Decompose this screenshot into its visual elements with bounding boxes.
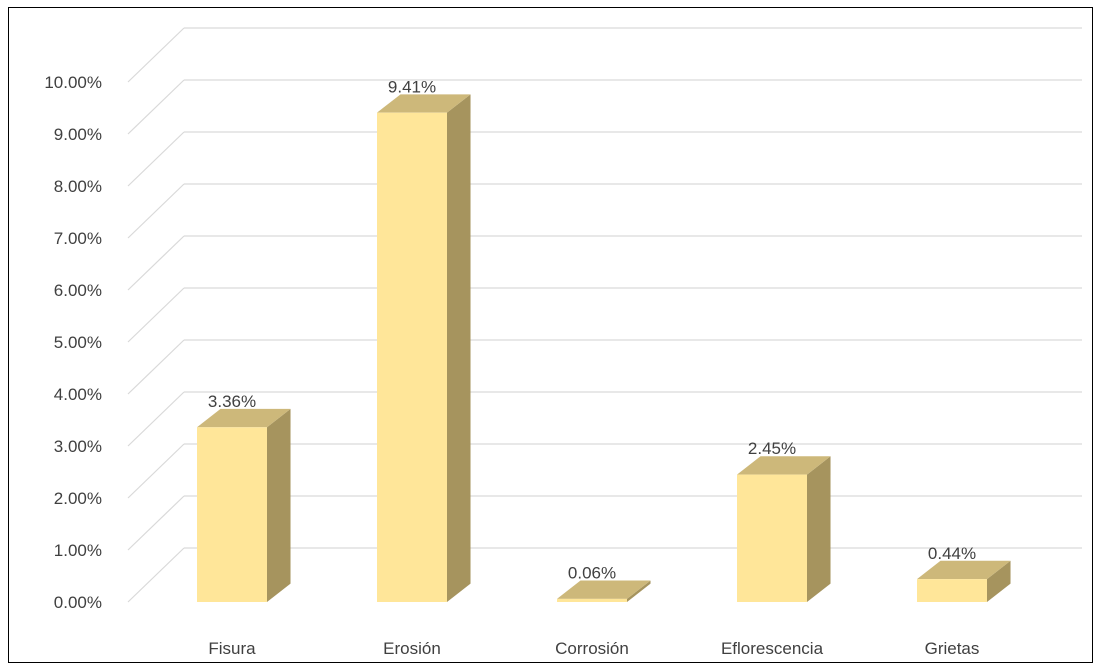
y-tick-label: 1.00% bbox=[54, 541, 102, 560]
y-tick-label: 5.00% bbox=[54, 333, 102, 352]
gridline-side bbox=[127, 495, 185, 551]
gridline-side bbox=[127, 391, 185, 447]
bars bbox=[197, 94, 1011, 603]
bar-front bbox=[377, 112, 447, 603]
chart-frame bbox=[8, 7, 1093, 663]
category-label: Eflorescencia bbox=[721, 639, 824, 658]
bar-grietas bbox=[917, 560, 1011, 602]
category-label: Fisura bbox=[208, 639, 256, 658]
bar-top bbox=[737, 456, 831, 475]
bar-side bbox=[627, 580, 651, 602]
y-tick-label: 10.00% bbox=[44, 73, 102, 92]
bar-corrosión bbox=[557, 580, 651, 602]
gridline-side bbox=[127, 183, 185, 239]
bar-side bbox=[267, 408, 291, 602]
data-label: 2.45% bbox=[748, 439, 796, 458]
data-label: 3.36% bbox=[208, 392, 256, 411]
gridline-side bbox=[127, 547, 185, 603]
gridline-side bbox=[127, 235, 185, 291]
bar-front bbox=[917, 579, 987, 602]
bar-top bbox=[197, 408, 291, 428]
bar-top bbox=[377, 94, 471, 113]
bar-top bbox=[557, 580, 651, 599]
category-label: Grietas bbox=[925, 639, 980, 658]
bar-eflorescencia bbox=[737, 456, 831, 602]
gridline-side bbox=[127, 79, 185, 135]
y-tick-label: 7.00% bbox=[54, 229, 102, 248]
gridline-side bbox=[127, 339, 185, 395]
y-tick-label: 8.00% bbox=[54, 177, 102, 196]
category-label: Corrosión bbox=[555, 639, 629, 658]
y-tick-label: 2.00% bbox=[54, 489, 102, 508]
category-label: Erosión bbox=[383, 639, 441, 658]
bar-fisura bbox=[197, 408, 291, 602]
bar-front bbox=[197, 427, 267, 602]
bar-side bbox=[447, 94, 471, 602]
data-labels: 3.36% 9.41% 0.06% 2.45% 0.44% bbox=[208, 77, 976, 582]
data-label: 9.41% bbox=[388, 77, 436, 96]
gridline-side bbox=[127, 443, 185, 499]
x-axis-category-labels: Fisura Erosión Corrosión Eflorescencia Griet… bbox=[208, 639, 979, 658]
bar-side bbox=[807, 456, 831, 602]
gridline-side bbox=[127, 27, 185, 83]
y-tick-label: 3.00% bbox=[54, 437, 102, 456]
y-tick-label: 4.00% bbox=[54, 385, 102, 404]
bar-front bbox=[737, 474, 807, 602]
y-tick-label: 6.00% bbox=[54, 281, 102, 300]
y-axis-tick-labels: 0.00% 1.00% 2.00% 3.00% 4.00% 5.00% 6.00% 7.00%… bbox=[44, 73, 102, 612]
bar-top bbox=[917, 560, 1011, 580]
gridline-side bbox=[127, 287, 185, 343]
bar-side bbox=[987, 560, 1011, 602]
y-tick-label: 9.00% bbox=[54, 125, 102, 144]
gridline-side bbox=[127, 131, 185, 187]
bar-front bbox=[557, 598, 627, 602]
data-label: 0.06% bbox=[568, 564, 616, 583]
data-label: 0.44% bbox=[928, 544, 976, 563]
y-tick-label: 0.00% bbox=[54, 593, 102, 612]
bar-erosión bbox=[377, 94, 471, 603]
gridlines bbox=[127, 27, 1082, 603]
